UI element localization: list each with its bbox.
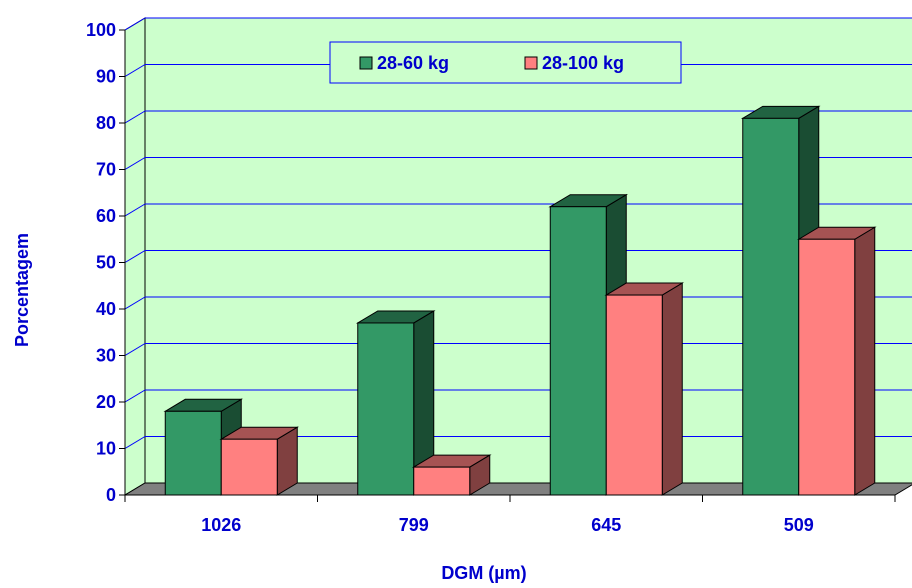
y-tick-label: 60 — [96, 206, 116, 226]
gridline-side — [124, 17, 146, 31]
bar-front — [742, 117, 800, 496]
gridline-side — [124, 343, 146, 356]
bar-front — [549, 206, 607, 496]
gridline-side — [124, 436, 146, 449]
y-tick-label: 50 — [96, 253, 116, 273]
x-tick-label: 799 — [399, 515, 429, 535]
x-tick-label: 509 — [784, 515, 814, 535]
bar-28-100-645 — [604, 282, 685, 496]
bar-28-60-799 — [355, 310, 436, 496]
bar-28-100-509 — [796, 226, 877, 496]
legend-swatch-28-100 — [524, 56, 538, 70]
gridline-side — [124, 389, 146, 403]
bar-front — [798, 238, 856, 496]
bar-front — [413, 466, 471, 496]
bar-front — [220, 438, 278, 496]
bar-front — [164, 410, 222, 496]
gridline-side — [124, 157, 146, 170]
y-tick-label: 80 — [96, 113, 116, 133]
bar-28-100-1026 — [219, 426, 300, 496]
y-tick-label: 100 — [86, 20, 116, 40]
y-tick-label: 30 — [96, 346, 116, 366]
legend: 28-60 kg 28-100 kg — [329, 41, 682, 84]
gridline-side — [124, 110, 146, 124]
gridline-side — [124, 296, 146, 310]
bar-side — [854, 226, 876, 496]
y-axis-title: Porcentagem — [12, 233, 32, 347]
x-tick-label: 1026 — [201, 515, 241, 535]
y-tick-label: 20 — [96, 392, 116, 412]
legend-swatch-28-60 — [359, 56, 373, 70]
y-tick-label: 40 — [96, 299, 116, 319]
y-tick-label: 10 — [96, 439, 116, 459]
bar-28-100-799 — [411, 454, 492, 496]
gridline-side — [124, 203, 146, 217]
gridline-side — [124, 64, 146, 77]
bar-front — [605, 294, 663, 496]
x-axis: 1026 799 645 509 — [124, 494, 896, 535]
gridline-side — [124, 250, 146, 263]
y-tick-label: 90 — [96, 67, 116, 87]
bar-side — [661, 282, 683, 496]
bar-front — [357, 322, 415, 496]
y-axis: 0 10 20 30 40 50 60 70 80 90 100 — [86, 20, 126, 505]
bars — [163, 105, 877, 496]
legend-label-28-60: 28-60 kg — [377, 53, 449, 73]
y-tick-label: 70 — [96, 160, 116, 180]
legend-box — [329, 41, 682, 84]
x-tick-label: 645 — [591, 515, 621, 535]
legend-label-28-100: 28-100 kg — [542, 53, 624, 73]
x-axis-title: DGM (µm) — [441, 563, 526, 583]
y-tick-label: 0 — [106, 485, 116, 505]
